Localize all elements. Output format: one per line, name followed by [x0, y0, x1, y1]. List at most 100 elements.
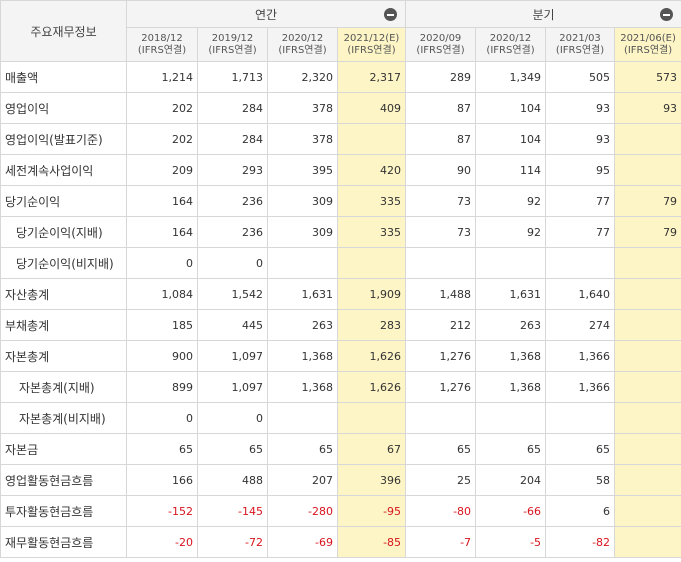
table-cell: 65	[545, 433, 616, 465]
row-label: 자산총계	[0, 278, 127, 310]
table-cell: -5	[475, 526, 547, 558]
table-cell: 899	[126, 371, 198, 403]
column-date: 2020/09	[419, 32, 462, 44]
table-row: 투자활동현금흐름 -152 -145 -280 -95 -80 -66 6	[0, 495, 681, 527]
column-header: 2020/09 (IFRS연결)	[405, 27, 477, 62]
table-cell: 93	[545, 92, 616, 124]
table-cell: 1,349	[475, 61, 547, 93]
table-cell	[614, 464, 681, 496]
table-cell	[614, 526, 681, 558]
table-cell: 90	[405, 154, 477, 186]
table-cell	[267, 402, 338, 434]
table-cell: 335	[336, 185, 407, 217]
table-cell	[614, 340, 681, 372]
table-cell: 79	[614, 216, 681, 248]
table-cell	[614, 402, 681, 434]
table-cell: 293	[197, 154, 268, 186]
table-cell: -66	[475, 495, 547, 527]
table-cell: 1,276	[405, 340, 477, 372]
column-date: 2021/12(E)	[343, 32, 400, 44]
quarter-label: 분기	[532, 7, 555, 22]
table-row: 자본금 65 65 65 67 65 65 65	[0, 433, 681, 465]
table-cell: 65	[126, 433, 198, 465]
table-cell: 93	[545, 123, 616, 155]
table-cell: 1,631	[267, 278, 338, 310]
table-cell: 284	[197, 123, 268, 155]
column-header: 2018/12 (IFRS연결)	[126, 27, 198, 62]
column-header: 2021/12(E) (IFRS연결)	[336, 27, 407, 62]
table-cell: 0	[126, 402, 198, 434]
table-cell: 65	[267, 433, 338, 465]
table-cell: -95	[336, 495, 407, 527]
table-cell: 309	[267, 185, 338, 217]
column-date: 2020/12	[489, 32, 532, 44]
table-row: 자본총계(비지배) 0 0	[0, 402, 681, 434]
table-cell: 505	[545, 61, 616, 93]
collapse-annual-icon[interactable]	[384, 8, 398, 21]
table-cell: 289	[405, 61, 477, 93]
table-cell: 396	[336, 464, 407, 496]
table-cell: 202	[126, 92, 198, 124]
table-cell: 1,713	[197, 61, 268, 93]
table-cell	[614, 495, 681, 527]
table-cell: 73	[405, 185, 477, 217]
table-cell: 378	[267, 123, 338, 155]
table-cell: -280	[267, 495, 338, 527]
table-cell: 95	[545, 154, 616, 186]
table-cell: 420	[336, 154, 407, 186]
table-cell: -72	[197, 526, 268, 558]
row-label: 투자활동현금흐름	[0, 495, 127, 527]
table-cell: 1,488	[405, 278, 477, 310]
table-cell: 488	[197, 464, 268, 496]
column-date: 2019/12	[211, 32, 254, 44]
column-basis: (IFRS연결)	[555, 44, 605, 56]
row-label: 자본총계(비지배)	[0, 402, 127, 434]
row-label: 영업활동현금흐름	[0, 464, 127, 496]
quarter-group-header: 분기	[405, 0, 681, 28]
row-label: 자본총계(지배)	[0, 371, 127, 403]
table-cell: 114	[475, 154, 547, 186]
table-cell: 1,368	[475, 340, 547, 372]
table-cell: 1,368	[267, 340, 338, 372]
table-cell: 445	[197, 309, 268, 341]
column-basis: (IFRS연결)	[416, 44, 465, 56]
table-row: 당기순이익(비지배) 0 0	[0, 247, 681, 279]
table-cell: 573	[614, 61, 681, 93]
table-cell: 164	[126, 216, 198, 248]
table-cell	[405, 402, 477, 434]
table-cell: 309	[267, 216, 338, 248]
table-cell: 1,626	[336, 371, 407, 403]
table-row: 자본총계(지배) 899 1,097 1,368 1,626 1,276 1,368 1,36…	[0, 371, 681, 403]
table-row: 당기순이익 164 236 309 335 73 92 77 79	[0, 185, 681, 217]
column-header: 2021/03 (IFRS연결)	[545, 27, 616, 62]
table-cell	[614, 247, 681, 279]
table-cell: -152	[126, 495, 198, 527]
table-cell: -82	[545, 526, 616, 558]
table-cell: 65	[475, 433, 547, 465]
table-cell	[267, 247, 338, 279]
table-cell	[614, 309, 681, 341]
table-cell: 284	[197, 92, 268, 124]
table-cell: 202	[126, 123, 198, 155]
table-cell	[336, 402, 407, 434]
table-cell: -80	[405, 495, 477, 527]
table-cell: 92	[475, 216, 547, 248]
table-cell	[475, 402, 547, 434]
column-header: 2020/12 (IFRS연결)	[267, 27, 338, 62]
column-header: 2020/12 (IFRS연결)	[475, 27, 547, 62]
table-row: 당기순이익(지배) 164 236 309 335 73 92 77 79	[0, 216, 681, 248]
column-date: 2021/03	[559, 32, 601, 44]
table-cell: 335	[336, 216, 407, 248]
table-cell: 104	[475, 92, 547, 124]
corner-header: 주요재무정보	[0, 0, 127, 62]
table-cell: 283	[336, 309, 407, 341]
column-date: 2020/12	[281, 32, 324, 44]
table-cell: 79	[614, 185, 681, 217]
table-row: 자산총계 1,084 1,542 1,631 1,909 1,488 1,631 1,640	[0, 278, 681, 310]
annual-group-header: 연간	[125, 0, 407, 28]
table-cell: 1,368	[267, 371, 338, 403]
collapse-quarter-icon[interactable]	[660, 8, 674, 21]
table-cell: 409	[336, 92, 407, 124]
table-cell: -7	[405, 526, 477, 558]
table-cell: 77	[545, 185, 616, 217]
